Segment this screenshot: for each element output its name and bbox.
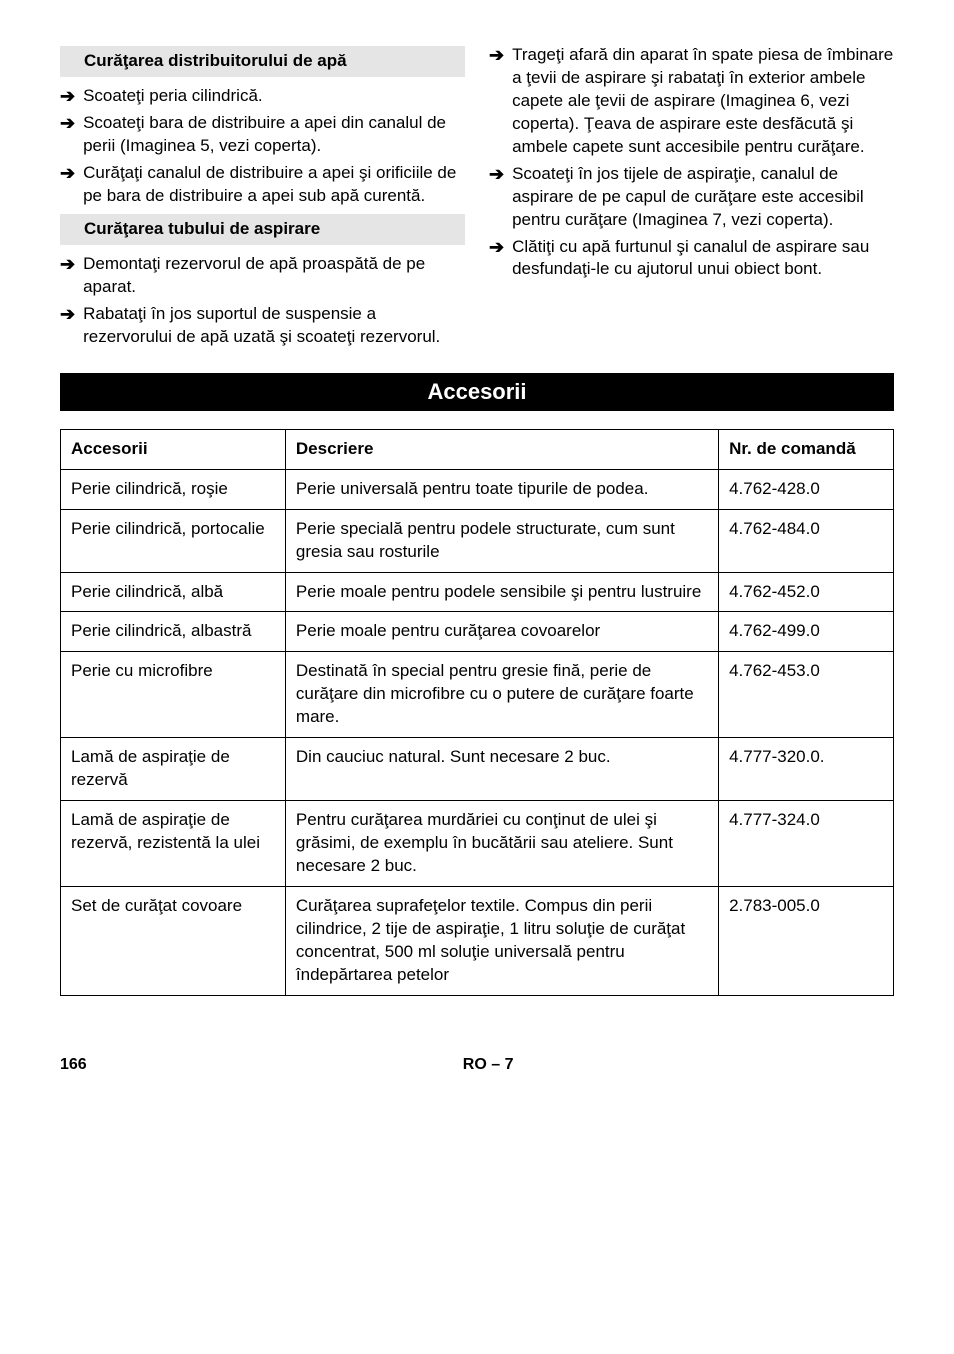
list-item: ➔ Rabataţi în jos suportul de suspensie … [60,303,465,349]
cell-desc: Pentru curăţarea murdăriei cu conţinut d… [285,801,718,887]
cell-name: Perie cilindrică, albastră [61,612,286,652]
item-text: Clătiţi cu apă furtunul şi canalul de as… [512,236,894,282]
item-text: Demontaţi rezervorul de apă proaspătă de… [83,253,465,299]
arrow-icon: ➔ [60,112,75,135]
cell-name: Lamă de aspiraţie de rezervă, rezistentă… [61,801,286,887]
table-header-row: Accesorii Descriere Nr. de comandă [61,429,894,469]
cell-desc: Destinată în special pentru gresie fină,… [285,652,718,738]
table-row: Perie cu microfibre Destinată în special… [61,652,894,738]
cell-num: 4.762-499.0 [719,612,894,652]
cell-name: Perie cilindrică, albă [61,572,286,612]
cell-desc: Perie specială pentru podele structurate… [285,509,718,572]
heading-distributor: Curăţarea distribuitorului de apă [60,46,465,77]
table-row: Lamă de aspiraţie de rezervă Din cauciuc… [61,738,894,801]
cell-name: Perie cilindrică, roşie [61,469,286,509]
cell-num: 4.762-453.0 [719,652,894,738]
arrow-icon: ➔ [60,162,75,185]
cell-name: Perie cu microfibre [61,652,286,738]
page-footer: 166 RO – 7 [60,1056,894,1074]
list-item: ➔ Scoateţi bara de distribuire a apei di… [60,112,465,158]
arrow-icon: ➔ [60,303,75,326]
cell-name: Perie cilindrică, portocalie [61,509,286,572]
arrow-icon: ➔ [489,163,504,186]
cell-desc: Din cauciuc natural. Sunt necesare 2 buc… [285,738,718,801]
list-item: ➔ Curăţaţi canalul de distribuire a apei… [60,162,465,208]
list-item: ➔ Scoateţi în jos tijele de aspiraţie, c… [489,163,894,232]
item-text: Scoateţi bara de distribuire a apei din … [83,112,465,158]
table-row: Perie cilindrică, albastră Perie moale p… [61,612,894,652]
accessories-table: Accesorii Descriere Nr. de comandă Perie… [60,429,894,996]
list-item: ➔ Demontaţi rezervorul de apă proaspătă … [60,253,465,299]
arrow-icon: ➔ [489,236,504,259]
heading-suction-tube: Curăţarea tubului de aspirare [60,214,465,245]
item-text: Rabataţi în jos suportul de suspensie a … [83,303,465,349]
arrow-icon: ➔ [489,44,504,67]
table-row: Perie cilindrică, portocalie Perie speci… [61,509,894,572]
page-number: 166 [60,1056,87,1074]
table-row: Perie cilindrică, roşie Perie universală… [61,469,894,509]
cell-num: 2.783-005.0 [719,886,894,995]
arrow-icon: ➔ [60,253,75,276]
list-item: ➔ Trageţi afară din aparat în spate pies… [489,44,894,159]
th-accessory: Accesorii [61,429,286,469]
item-text: Curăţaţi canalul de distribuire a apei ş… [83,162,465,208]
cell-name: Set de curăţat covoare [61,886,286,995]
cell-num: 4.762-452.0 [719,572,894,612]
cell-desc: Curăţarea suprafeţelor textile. Compus d… [285,886,718,995]
list-item: ➔ Scoateţi peria cilindrică. [60,85,465,108]
page-code: RO – 7 [87,1056,890,1074]
arrow-icon: ➔ [60,85,75,108]
th-order-no: Nr. de comandă [719,429,894,469]
cell-num: 4.777-320.0. [719,738,894,801]
footer-spacer [890,1056,894,1074]
cell-num: 4.762-484.0 [719,509,894,572]
item-text: Scoateţi în jos tijele de aspiraţie, can… [512,163,894,232]
cell-name: Lamă de aspiraţie de rezervă [61,738,286,801]
list-item: ➔ Clătiţi cu apă furtunul şi canalul de … [489,236,894,282]
cell-desc: Perie universală pentru toate tipurile d… [285,469,718,509]
cell-desc: Perie moale pentru curăţarea covoarelor [285,612,718,652]
th-description: Descriere [285,429,718,469]
cell-desc: Perie moale pentru podele sensibile şi p… [285,572,718,612]
table-row: Perie cilindrică, albă Perie moale pentr… [61,572,894,612]
section-title-accessories: Accesorii [60,373,894,411]
item-text: Trageţi afară din aparat în spate piesa … [512,44,894,159]
table-row: Lamă de aspiraţie de rezervă, rezistentă… [61,801,894,887]
cell-num: 4.762-428.0 [719,469,894,509]
cell-num: 4.777-324.0 [719,801,894,887]
table-row: Set de curăţat covoare Curăţarea suprafe… [61,886,894,995]
item-text: Scoateţi peria cilindrică. [83,85,465,108]
